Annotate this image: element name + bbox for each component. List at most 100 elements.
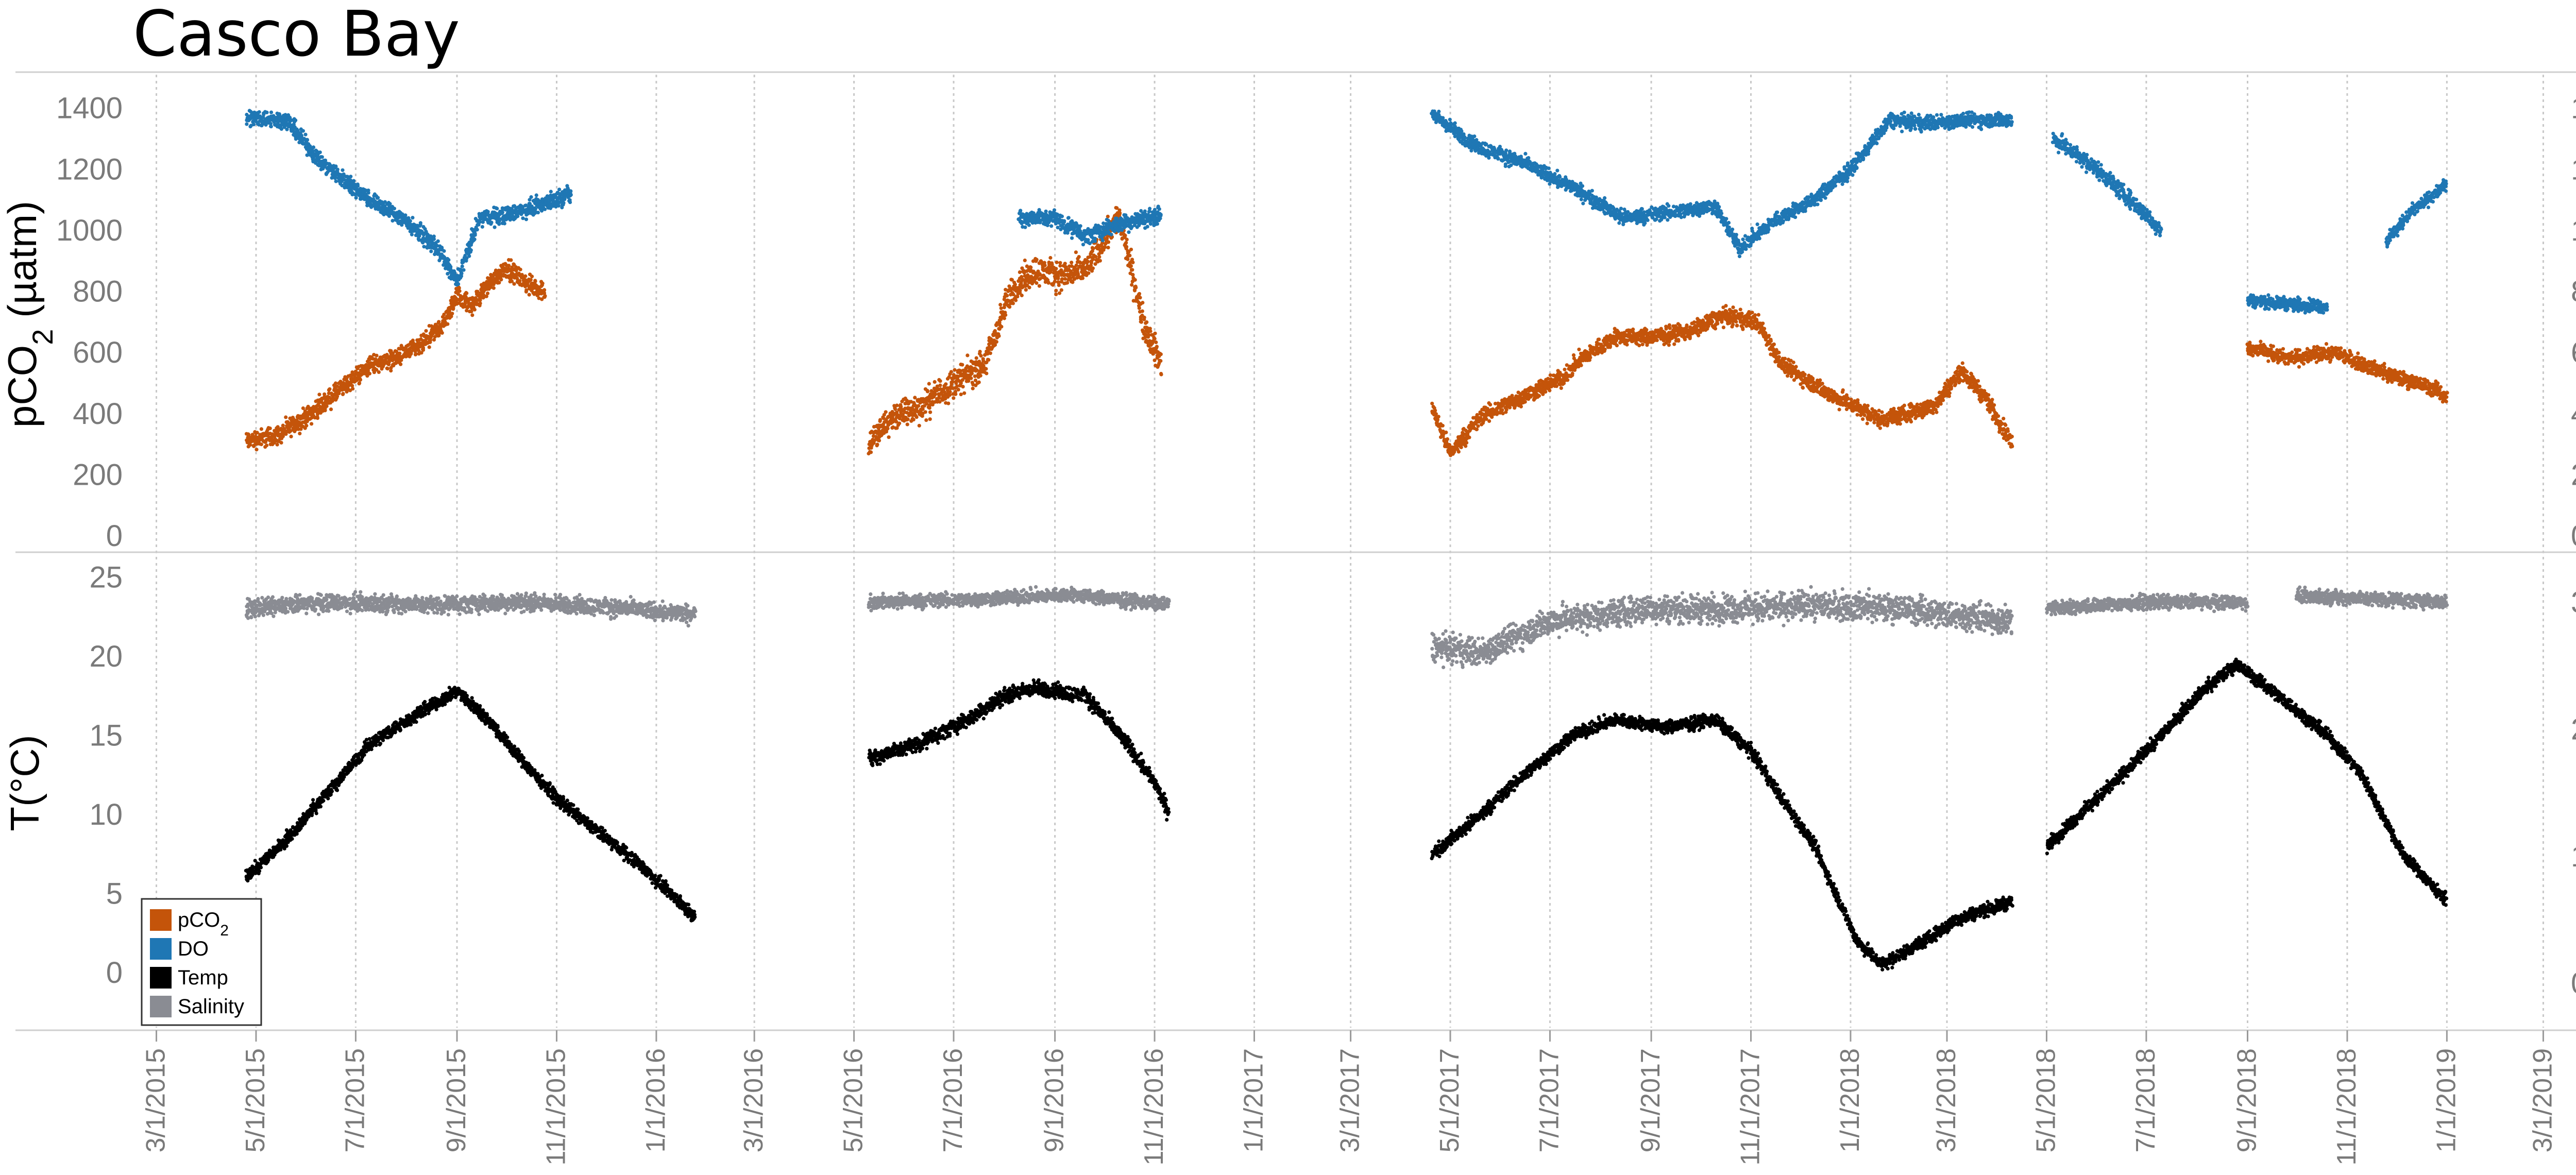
pco2-point — [1091, 266, 1095, 270]
pco2-point — [1046, 281, 1050, 285]
pco2-point — [421, 346, 426, 350]
pco2-point — [1992, 403, 1996, 407]
pco2-point — [1131, 260, 1135, 264]
pco2-point — [281, 423, 285, 428]
pco2-point — [1898, 422, 1902, 426]
pco2-point — [895, 403, 899, 407]
pco2-point — [1440, 423, 1445, 428]
pco2-point — [1935, 410, 1939, 414]
pco2-point — [1156, 365, 1160, 369]
pco2-point — [366, 369, 370, 373]
pco2-point — [337, 391, 341, 396]
pco2-point — [367, 371, 372, 376]
pco2-point — [301, 406, 306, 411]
pco2-point — [1960, 361, 1964, 365]
pco2-point — [248, 443, 252, 447]
pco2-point — [497, 281, 501, 285]
pco2-point — [1129, 247, 1133, 251]
pco2-point — [518, 279, 522, 283]
pco2-point — [279, 440, 283, 445]
frame-layer — [15, 71, 2576, 1031]
pco2-point — [1523, 400, 1527, 404]
pco2-point — [887, 435, 891, 439]
pco2-point — [1683, 337, 1687, 342]
pco2-point — [1977, 384, 1981, 388]
pco2-point — [1138, 296, 1142, 300]
pco2-point — [315, 415, 319, 419]
pco2-point — [956, 387, 960, 392]
pco2-point — [1054, 267, 1058, 271]
pco2-point — [1965, 370, 1969, 374]
pco2-point — [399, 362, 403, 366]
pco2-point — [2298, 348, 2302, 352]
pco2-point — [1128, 253, 1132, 258]
pco2-point — [988, 351, 992, 355]
pco2-point — [451, 306, 455, 310]
pco2-point — [325, 404, 329, 408]
pco2-point — [1080, 276, 1084, 280]
pco2-point — [921, 407, 925, 411]
pco2-point — [470, 313, 474, 317]
pco2-point — [1818, 378, 1822, 382]
pco2-point — [1865, 421, 1869, 425]
pco2-point — [328, 387, 332, 391]
pco2-point — [938, 379, 942, 383]
pco2-point — [424, 329, 428, 333]
pco2-point — [1008, 305, 1012, 309]
pco2-point — [924, 418, 928, 422]
pco2-point — [1475, 427, 1479, 432]
pco2-point — [1430, 401, 1434, 405]
pco2-point — [1685, 325, 1689, 329]
pco2-point — [2266, 359, 2270, 363]
pco2-point — [465, 291, 469, 295]
pco2-point — [1145, 320, 1149, 325]
pco2-point — [1476, 424, 1480, 428]
pco2-point — [886, 427, 890, 431]
pco2-point — [414, 352, 418, 356]
pco2-point — [507, 263, 511, 268]
pco2-point — [1124, 241, 1128, 245]
pco2-point — [2251, 353, 2255, 358]
pco2-point — [543, 288, 547, 292]
pco2-point — [1094, 254, 1098, 259]
pco2-point — [923, 410, 927, 414]
pco2-point — [485, 291, 490, 296]
pco2-point — [1761, 321, 1765, 326]
pco2-point — [1140, 309, 1144, 313]
pco2-point — [1465, 440, 1469, 445]
pco2-point — [897, 421, 902, 425]
pco2-point — [1939, 402, 1943, 406]
pco2-point — [984, 367, 988, 371]
pco2-point — [1142, 317, 1146, 321]
pco2-point — [2301, 362, 2306, 366]
pco2-point — [959, 393, 963, 397]
pco2-point — [1602, 349, 1606, 353]
pco2-point — [302, 416, 307, 420]
pco2-point — [335, 384, 340, 388]
pco2-point — [384, 356, 388, 360]
pco2-point — [962, 391, 967, 395]
pco2-point — [1148, 329, 1153, 333]
pco2-point — [1056, 274, 1060, 279]
pco2-point — [1053, 279, 1057, 284]
pco2-point — [1566, 378, 1570, 382]
pco2-point — [1456, 450, 1461, 454]
pco2-point — [523, 274, 528, 278]
pco2-point — [1872, 420, 1876, 424]
pco2-point — [1133, 278, 1137, 282]
pco2-point — [530, 275, 534, 279]
pco2-point — [1141, 301, 1145, 305]
pco2-point — [446, 322, 450, 326]
pco2-point — [1004, 313, 1008, 317]
pco2-point — [2272, 358, 2276, 363]
pco2-point — [1571, 353, 1576, 357]
pco2-point — [2418, 377, 2422, 381]
pco2-point — [1668, 326, 1672, 330]
pco2-point — [1608, 345, 1612, 349]
pco2-point — [1803, 372, 1807, 377]
pco2-point — [999, 325, 1004, 329]
pco2-point — [1713, 327, 1718, 331]
pco2-point — [2312, 345, 2316, 349]
pco2-point — [276, 425, 280, 429]
pco2-point — [357, 382, 361, 386]
